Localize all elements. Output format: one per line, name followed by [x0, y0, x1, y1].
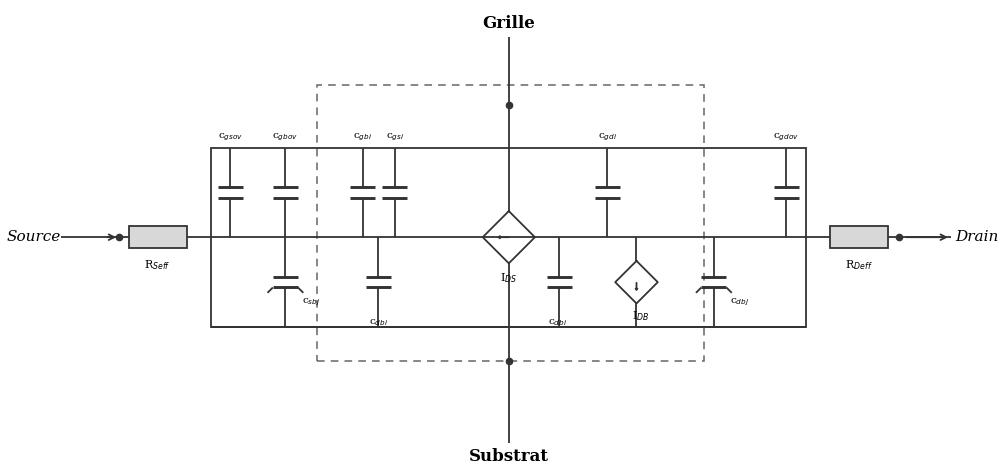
Text: c$_{dbi}$: c$_{dbi}$	[368, 317, 387, 328]
Text: c$_{gbi}$: c$_{gbi}$	[353, 132, 372, 143]
Bar	[129, 226, 187, 248]
Text: Drain: Drain	[956, 230, 999, 244]
Text: Source: Source	[7, 230, 61, 244]
Text: c$_{gdov}$: c$_{gdov}$	[774, 132, 800, 143]
Text: I$_{DB}$: I$_{DB}$	[632, 309, 649, 323]
Text: R$_{Seff}$: R$_{Seff}$	[145, 258, 171, 272]
Text: I$_{DS}$: I$_{DS}$	[500, 271, 517, 285]
Text: c$_{gsov}$: c$_{gsov}$	[217, 132, 242, 143]
Text: c$_{sbj}$: c$_{sbj}$	[302, 297, 320, 308]
Bar	[211, 148, 806, 327]
Text: c$_{gdi}$: c$_{gdi}$	[598, 132, 617, 143]
Text: c$_{dbj}$: c$_{dbj}$	[730, 297, 749, 308]
Text: Grille: Grille	[483, 15, 535, 32]
Bar	[830, 226, 888, 248]
Text: c$_{gbov}$: c$_{gbov}$	[273, 132, 299, 143]
Text: c$_{gsi}$: c$_{gsi}$	[385, 132, 403, 143]
Bar	[317, 85, 704, 361]
Text: c$_{dbi}$: c$_{dbi}$	[547, 317, 566, 328]
Text: Substrat: Substrat	[469, 448, 549, 465]
Text: R$_{Deff}$: R$_{Deff}$	[845, 258, 873, 272]
